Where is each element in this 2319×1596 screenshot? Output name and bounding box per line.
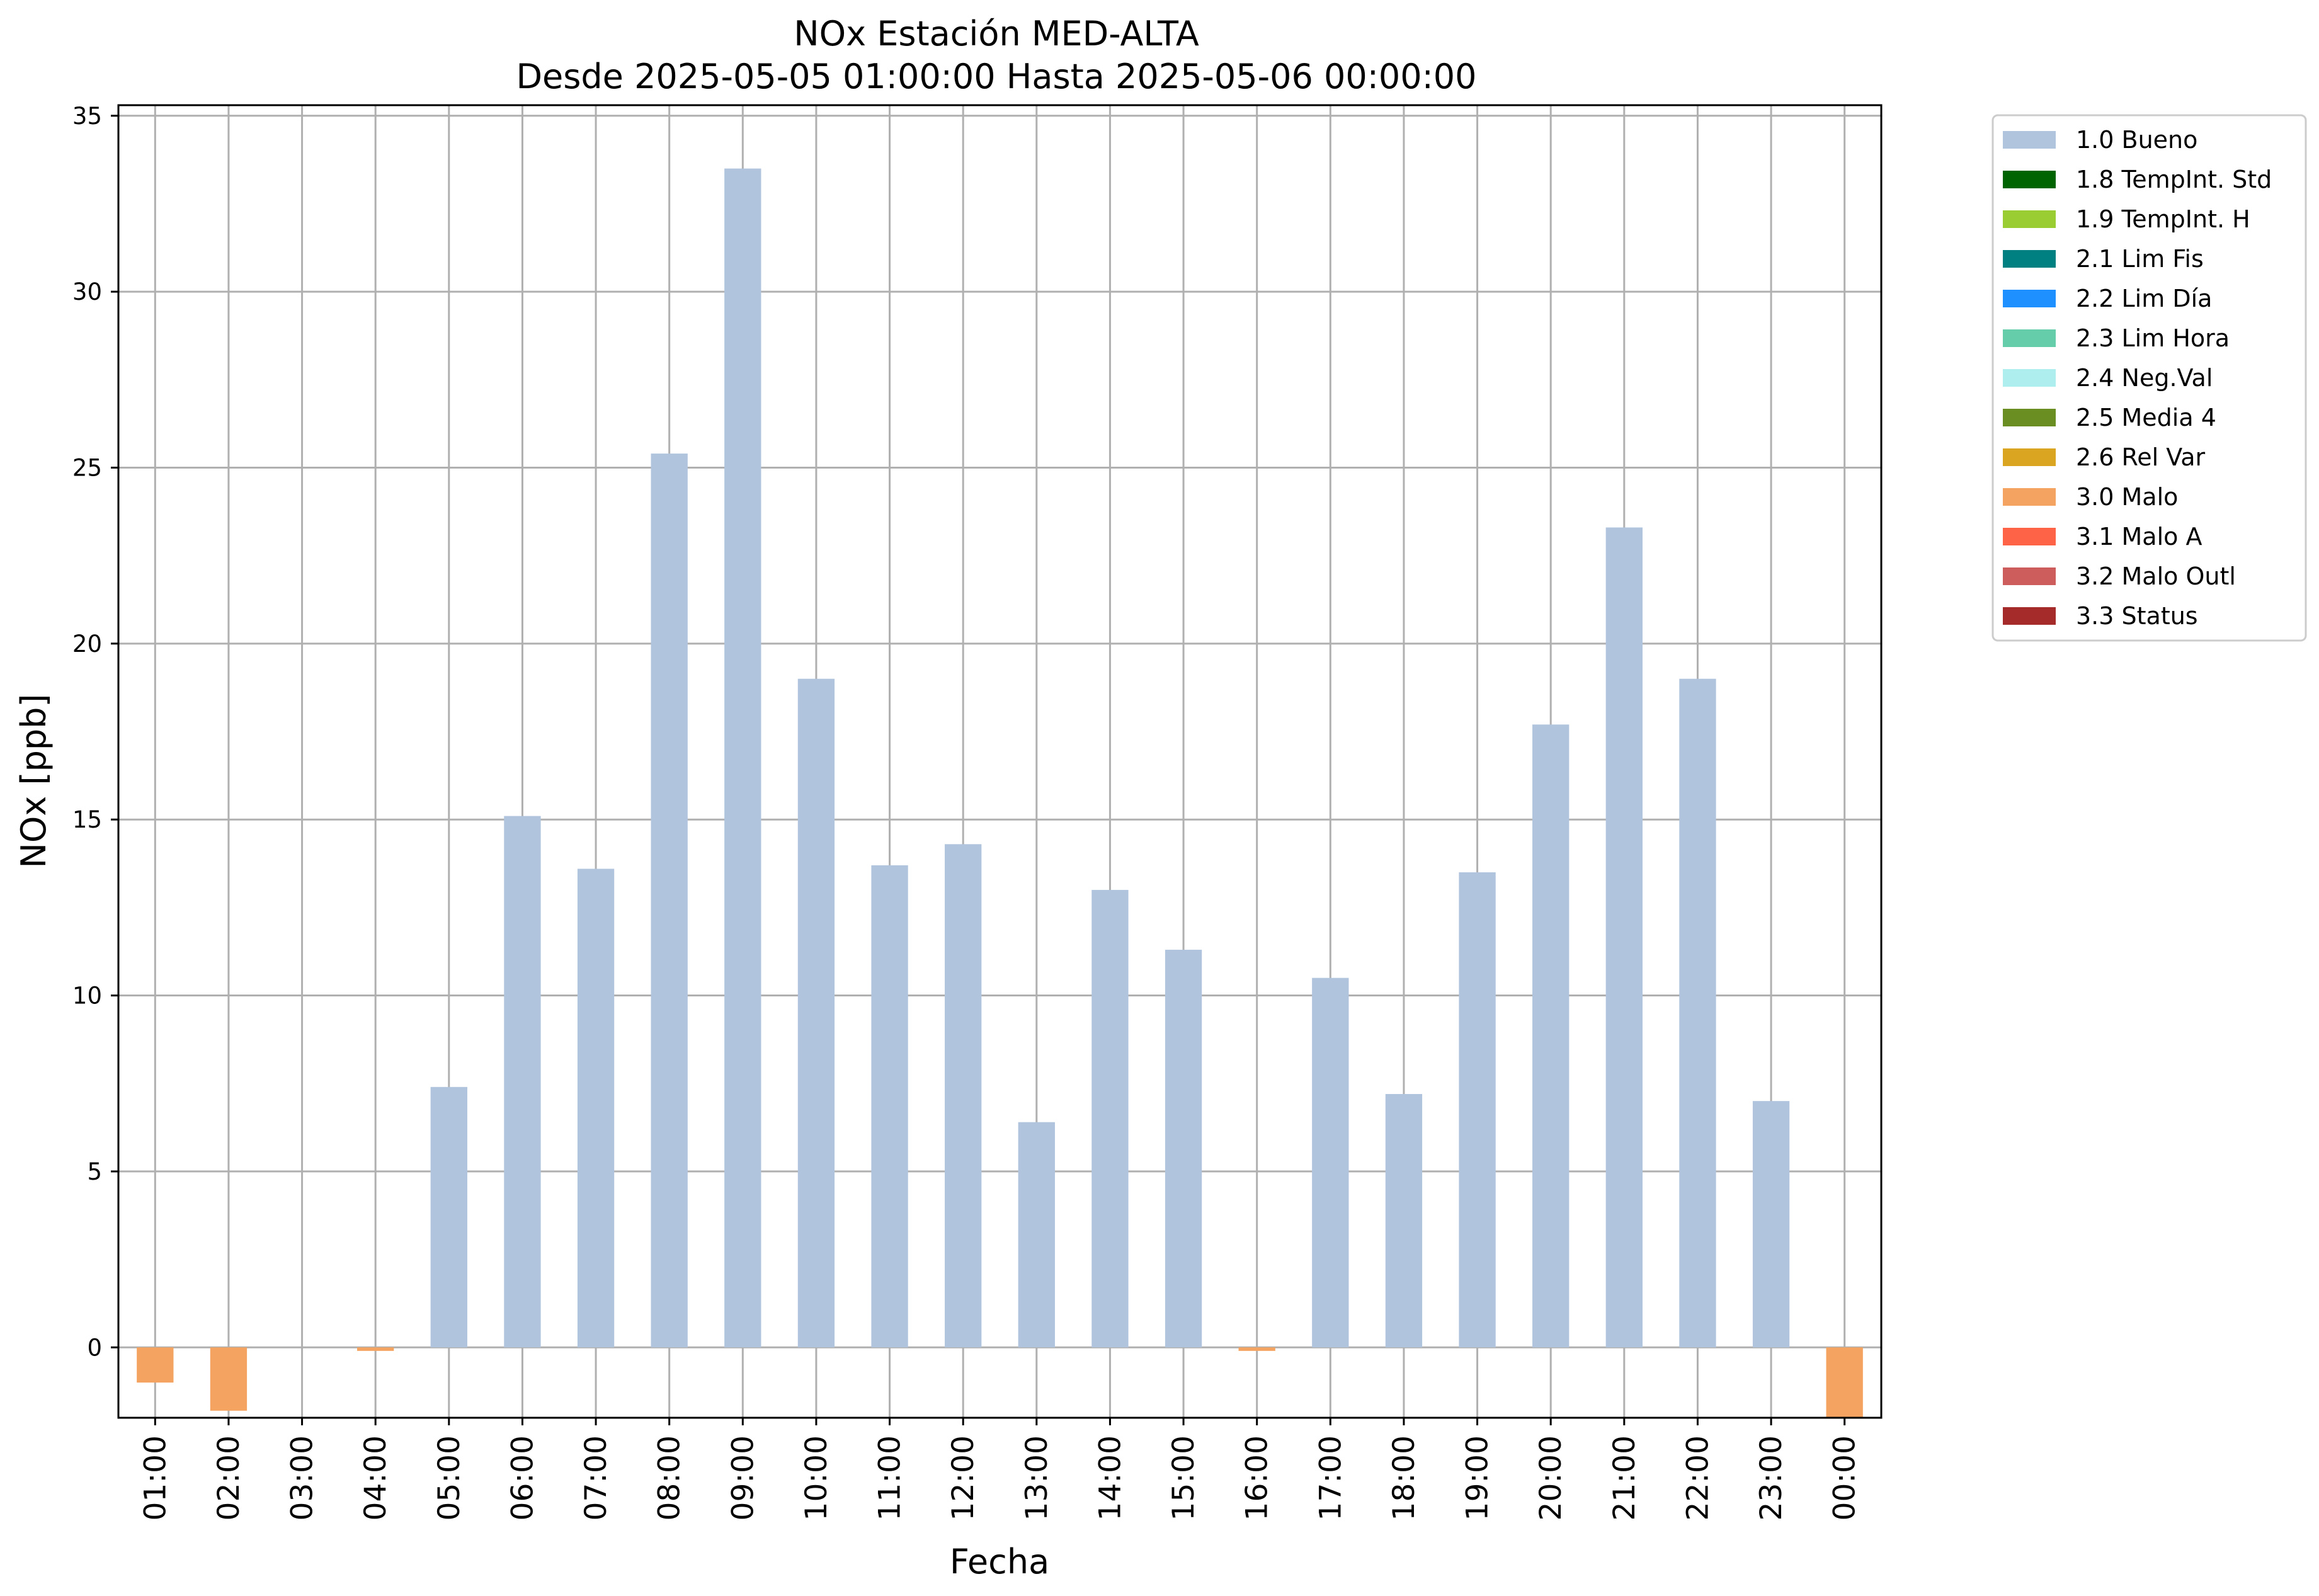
x-tick-label: 20:00: [1534, 1435, 1568, 1520]
x-tick-label: 13:00: [1020, 1435, 1054, 1520]
y-tick-label: 5: [87, 1158, 102, 1185]
legend-label: 2.6 Rel Var: [2076, 443, 2206, 471]
x-tick-label: 18:00: [1387, 1435, 1422, 1520]
bar-0400: [357, 1347, 394, 1351]
x-tick-label: 02:00: [212, 1435, 246, 1520]
x-tick-label: 00:00: [1828, 1435, 1862, 1520]
legend-swatch: [2003, 131, 2056, 149]
legend-label: 3.1 Malo A: [2076, 523, 2202, 550]
bar-1700: [1312, 978, 1349, 1348]
bar-2200: [1679, 678, 1716, 1348]
x-tick-label: 06:00: [505, 1435, 540, 1520]
legend-swatch: [2003, 210, 2056, 228]
legend-label: 1.9 TempInt. H: [2076, 205, 2250, 233]
x-tick-label: 22:00: [1680, 1435, 1715, 1520]
bar-2100: [1605, 527, 1643, 1348]
bar-1900: [1459, 872, 1496, 1348]
y-ticks: 0 5 10 15 20 25 30 35: [72, 103, 118, 1361]
legend-swatch: [2003, 567, 2056, 585]
x-tick-label: 09:00: [726, 1435, 760, 1520]
y-tick-label: 20: [72, 630, 102, 658]
y-tick-label: 0: [87, 1334, 102, 1361]
y-tick-label: 10: [72, 983, 102, 1010]
legend-swatch: [2003, 488, 2056, 506]
bar-0000: [1826, 1347, 1863, 1418]
x-tick-label: 15:00: [1166, 1435, 1201, 1520]
legend-label: 2.4 Neg.Val: [2076, 364, 2213, 392]
bar-1400: [1091, 889, 1129, 1348]
legend-swatch: [2003, 171, 2056, 188]
legend-label: 3.2 Malo Outl: [2076, 562, 2236, 590]
bar-0200: [210, 1347, 248, 1411]
bar-1000: [797, 678, 835, 1348]
bar-1200: [945, 844, 982, 1348]
y-tick-label: 35: [72, 103, 102, 130]
x-tick-label: 07:00: [579, 1435, 613, 1520]
bar-1600: [1238, 1347, 1275, 1351]
x-tick-label: 14:00: [1093, 1435, 1127, 1520]
chart-subtitle: Desde 2025-05-05 01:00:00 Hasta 2025-05-…: [516, 57, 1476, 96]
legend-swatch: [2003, 290, 2056, 307]
y-tick-label: 30: [72, 278, 102, 305]
legend-swatch: [2003, 329, 2056, 347]
x-tick-label: 05:00: [432, 1435, 467, 1520]
legend-label: 3.3 Status: [2076, 602, 2198, 630]
legend-label: 1.0 Bueno: [2076, 126, 2197, 154]
x-tick-label: 11:00: [873, 1435, 908, 1520]
y-tick-label: 15: [72, 806, 102, 833]
bar-1100: [871, 865, 908, 1348]
plot-frame: [117, 104, 1883, 1419]
legend-swatch: [2003, 607, 2056, 625]
legend-frame: [1991, 114, 2307, 642]
legend-label: 3.0 Malo: [2076, 483, 2178, 511]
y-tick-label: 25: [72, 454, 102, 481]
chart-title: NOx Estación MED-ALTA: [794, 14, 1199, 54]
legend-swatch: [2003, 369, 2056, 387]
bar-0900: [724, 168, 761, 1348]
legend-swatch: [2003, 409, 2056, 426]
x-tick-label: 03:00: [285, 1435, 320, 1520]
x-tick-label: 04:00: [358, 1435, 393, 1520]
bars: [137, 168, 1863, 1418]
bar-0800: [651, 453, 688, 1348]
x-tick-label: 17:00: [1313, 1435, 1348, 1520]
legend-swatch: [2003, 250, 2056, 268]
x-tick-label: 16:00: [1240, 1435, 1275, 1520]
x-tick-label: 19:00: [1461, 1435, 1495, 1520]
x-tick-label: 23:00: [1754, 1435, 1789, 1520]
legend-label: 2.2 Lim Día: [2076, 285, 2212, 312]
bar-1800: [1385, 1093, 1423, 1348]
x-tick-label: 12:00: [946, 1435, 981, 1520]
bar-0700: [577, 869, 615, 1348]
x-tick-label: 21:00: [1607, 1435, 1642, 1520]
legend-swatch: [2003, 528, 2056, 545]
legend-label: 2.3 Lim Hora: [2076, 324, 2230, 352]
y-axis-label: NOx [ppb]: [14, 694, 54, 869]
legend: 1.0 Bueno 1.8 TempInt. Std 1.9 TempInt. H 2…: [1991, 114, 2307, 642]
bar-2000: [1532, 724, 1570, 1348]
x-ticks: 01:00 02:00 03:00 04:00 05:00 06:00 07:00 08:00…: [138, 1418, 1862, 1520]
legend-label: 2.1 Lim Fis: [2076, 245, 2204, 273]
x-tick-label: 10:00: [799, 1435, 834, 1520]
bar-0600: [504, 816, 541, 1348]
x-tick-label: 08:00: [652, 1435, 687, 1520]
legend-label: 2.5 Media 4: [2076, 404, 2216, 431]
bar-0100: [137, 1347, 174, 1383]
x-axis-label: Fecha: [950, 1542, 1049, 1582]
bar-1500: [1165, 949, 1202, 1348]
bar-1300: [1018, 1122, 1055, 1348]
bar-2300: [1752, 1101, 1790, 1348]
x-tick-label: 01:00: [138, 1435, 173, 1520]
legend-swatch: [2003, 448, 2056, 466]
bar-0500: [430, 1086, 467, 1348]
legend-label: 1.8 TempInt. Std: [2076, 166, 2272, 193]
